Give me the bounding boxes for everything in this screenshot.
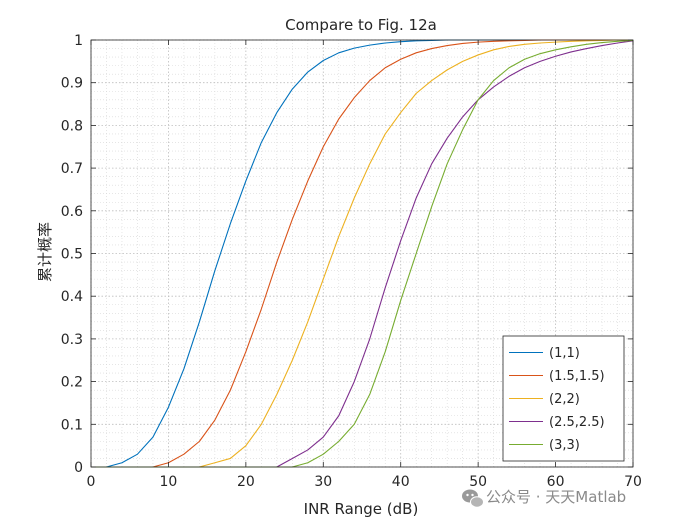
wechat-icon bbox=[462, 489, 484, 508]
y-tick-label: 0.1 bbox=[61, 417, 83, 433]
y-tick-label: 0.7 bbox=[61, 161, 83, 177]
x-tick-label: 0 bbox=[87, 474, 96, 490]
x-axis-title: INR Range (dB) bbox=[304, 500, 419, 518]
x-tick-label: 10 bbox=[160, 474, 178, 490]
y-tick-label: 0.6 bbox=[61, 204, 83, 220]
y-tick-label: 0.2 bbox=[61, 375, 83, 391]
y-axis-title: 累计概率 bbox=[36, 222, 54, 282]
legend-label-2: (1.5,1.5) bbox=[549, 369, 605, 384]
legend-label-5: (3,3) bbox=[549, 438, 580, 453]
chart-title: Compare to Fig. 12a bbox=[285, 16, 437, 34]
x-tick-label: 60 bbox=[547, 474, 565, 490]
legend-label-3: (2,2) bbox=[549, 392, 580, 407]
y-tick-label: 0.5 bbox=[61, 247, 83, 263]
x-tick-label: 30 bbox=[314, 474, 332, 490]
y-tick-label: 0.9 bbox=[61, 76, 83, 92]
legend: (1,1) (1.5,1.5) (2,2) (2.5,2.5) (3,3) bbox=[502, 335, 625, 462]
legend-label-4: (2.5,2.5) bbox=[549, 415, 605, 430]
y-tick-label: 0 bbox=[74, 460, 83, 476]
legend-label-1: (1,1) bbox=[549, 346, 580, 361]
watermark: 公众号 · 天天Matlab bbox=[462, 488, 626, 508]
y-tick-label: 0.4 bbox=[61, 289, 83, 305]
y-tick-label: 0.3 bbox=[61, 332, 83, 348]
axis-layer: 0 10 20 30 40 50 60 70 0 0.1 0.2 0.3 0.4 0.5 0.6 0.7 0.8… bbox=[61, 33, 642, 490]
x-tick-label: 50 bbox=[469, 474, 487, 490]
x-tick-label: 70 bbox=[624, 474, 642, 490]
x-tick-label: 40 bbox=[392, 474, 410, 490]
y-tick-label: 1 bbox=[74, 33, 83, 49]
watermark-text: 公众号 · 天天Matlab bbox=[486, 488, 626, 506]
x-tick-label: 20 bbox=[237, 474, 255, 490]
y-tick-label: 0.8 bbox=[61, 118, 83, 134]
